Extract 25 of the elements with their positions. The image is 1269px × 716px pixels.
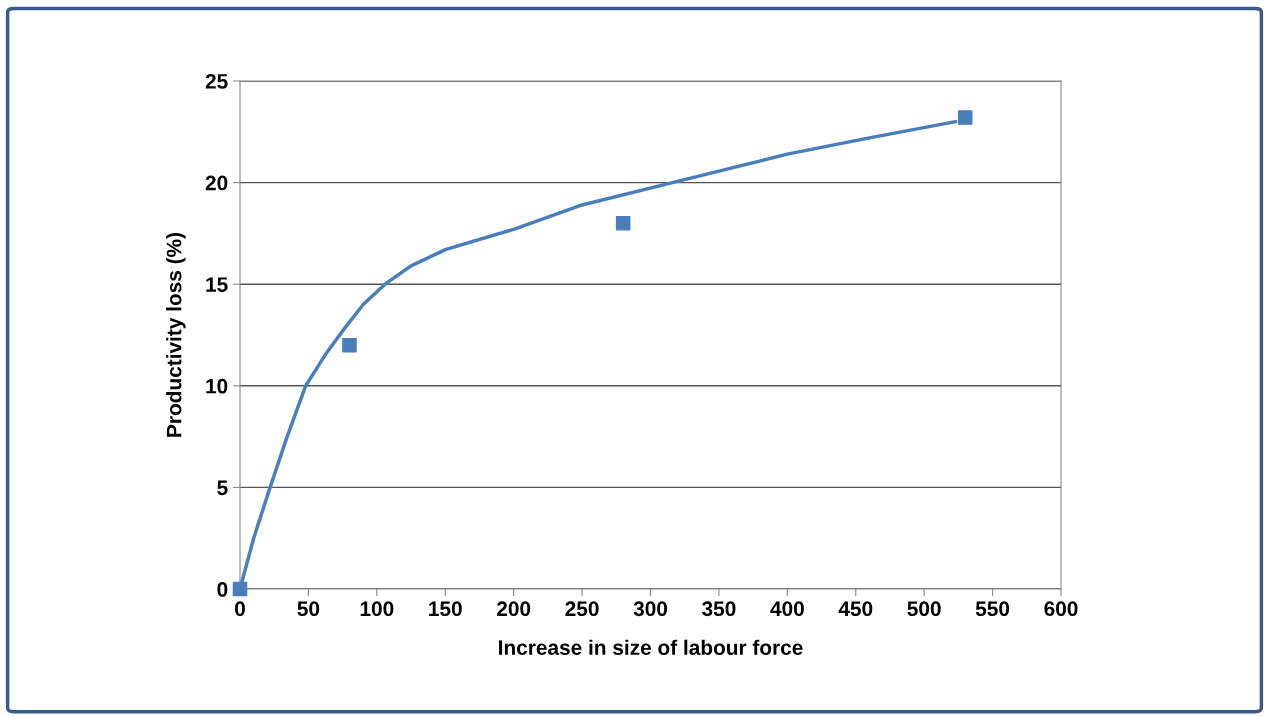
x-tick-label: 250	[565, 601, 599, 617]
y-tick-label: 15	[206, 277, 228, 292]
x-axis-title: Increase in size of labour force	[499, 639, 803, 655]
point	[232, 581, 248, 597]
point	[957, 110, 973, 125]
y-tick-label: 25	[205, 74, 228, 89]
y-tick-label: 5	[217, 480, 228, 496]
x-tick-label: 550	[975, 601, 1010, 617]
x-tick-label: 300	[633, 601, 668, 617]
x-tick-label: 200	[497, 601, 531, 617]
point	[342, 337, 357, 353]
y-tick-label: 10	[206, 378, 228, 394]
x-tick-label: 400	[770, 601, 804, 617]
x-tick-label: 150	[429, 601, 462, 617]
x-tick-label: 350	[702, 601, 736, 617]
x-tick-label: 500	[907, 601, 941, 617]
x-tick-label: 600	[1044, 601, 1078, 617]
y-tick-label: 0	[217, 582, 228, 597]
x-tick-label: 0	[235, 601, 245, 617]
y-tick-label: 20	[205, 175, 228, 191]
point	[615, 215, 631, 231]
x-tick-label: 450	[838, 601, 873, 617]
y-axis-title: Productivity loss (%)	[166, 233, 186, 437]
x-tick-label: 50	[297, 601, 320, 617]
x-tick-label: 100	[360, 601, 394, 617]
